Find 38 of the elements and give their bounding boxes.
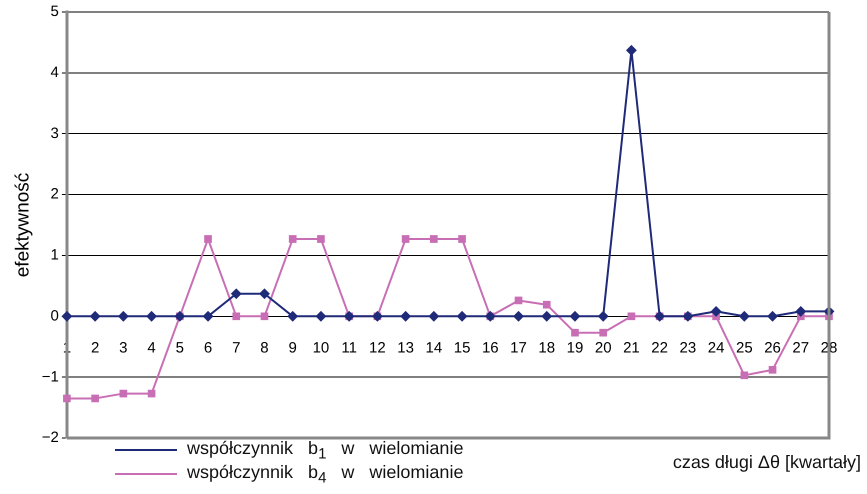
- x-tick-label: 7: [232, 339, 240, 356]
- x-tick-label: 15: [454, 339, 470, 356]
- x-tick-label: 24: [708, 339, 724, 356]
- x-tick-label: 14: [425, 339, 442, 356]
- x-tick-label: 27: [792, 339, 810, 356]
- x-axis-title: czas długi Δθ [kwartały]: [672, 452, 861, 473]
- x-tick-label: 2: [90, 339, 100, 356]
- y-tick-label: 4: [50, 64, 59, 81]
- y-tick-label: 3: [50, 124, 59, 142]
- x-tick-label: 23: [680, 339, 696, 356]
- x-tick-label: 26: [764, 339, 781, 356]
- x-tick-label: 25: [736, 339, 753, 356]
- x-tick-label: 12: [369, 339, 386, 356]
- x-tick-label: 21: [623, 339, 640, 356]
- x-tick-label: 9: [288, 339, 297, 356]
- x-tick-label: 11: [341, 339, 357, 356]
- x-tick-label: 17: [510, 339, 527, 356]
- y-tick-label: 0: [50, 307, 59, 324]
- x-tick-label: 19: [566, 339, 584, 356]
- x-tick-label: 8: [260, 339, 269, 356]
- x-tick-label: 4: [147, 339, 156, 356]
- y-tick-label: −1: [42, 368, 59, 386]
- y-tick-label: −2: [42, 429, 59, 446]
- x-tick-label: 10: [312, 339, 330, 356]
- legend-label: współczynnik b$_{1}$ w wielomianie: [187, 438, 464, 462]
- y-tick-label: 1: [50, 246, 59, 264]
- x-tick-label: 5: [176, 339, 184, 356]
- x-tick-label: 16: [482, 339, 499, 356]
- x-tick-label: 20: [594, 339, 612, 356]
- x-tick-label: 22: [651, 339, 668, 356]
- legend-label: współczynnik b$_{4}$ w wielomianie: [187, 462, 464, 486]
- y-tick-label: 5: [50, 3, 59, 20]
- x-tick-label: 18: [538, 339, 556, 356]
- x-tick-label: 13: [397, 339, 414, 356]
- x-tick-label: 3: [119, 339, 128, 356]
- x-tick-label: 6: [204, 339, 212, 356]
- y-axis-title: efektywność: [12, 172, 34, 278]
- y-tick-label: 2: [50, 186, 59, 203]
